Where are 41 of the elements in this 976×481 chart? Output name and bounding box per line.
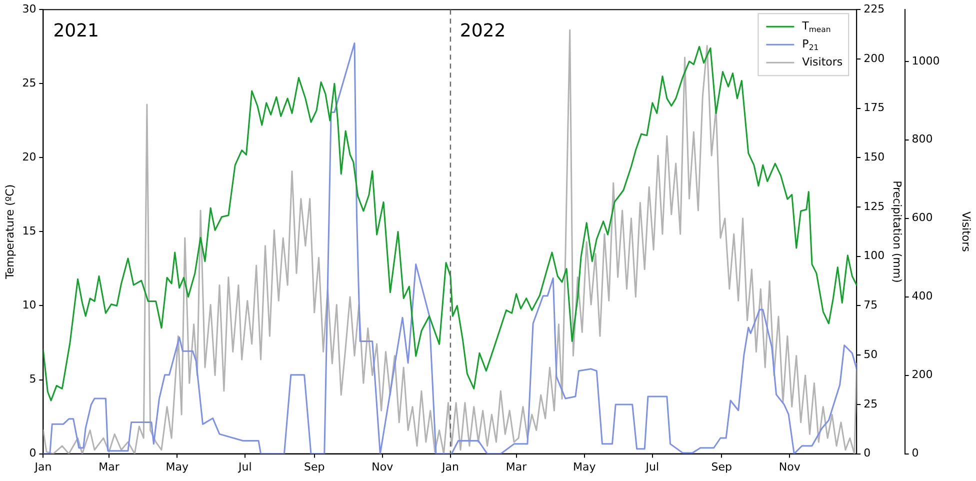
y2-axis-title: Precipitation (mm) [890, 180, 904, 283]
y-tick-label: 15 [22, 224, 36, 238]
x-tick-label: Jul [644, 460, 660, 474]
y3-axis-title: Visitors [960, 211, 973, 252]
y-tick-label: 20 [22, 150, 36, 164]
x-tick-label: Jan [440, 460, 459, 474]
y-tick-label: 25 [22, 76, 36, 90]
x-tick-label: Nov [778, 460, 801, 474]
x-tick-label: Jan [34, 460, 52, 474]
y2-tick-label: 100 [864, 249, 885, 262]
y2-tick-label: 50 [864, 348, 878, 361]
y2-tick-label: 75 [864, 298, 878, 312]
annotation: 2021 [53, 20, 100, 42]
y3-tick-label: 600 [912, 211, 933, 224]
annotation: 2022 [460, 20, 506, 42]
legend-label: Visitors [802, 55, 843, 68]
y2-tick-label: 200 [864, 52, 885, 65]
x-tick-label: Mar [98, 460, 120, 474]
y-tick-label: 10 [22, 298, 36, 312]
y2-tick-label: 0 [864, 446, 871, 460]
y2-tick-label: 225 [864, 2, 885, 16]
x-tick-label: Nov [372, 460, 394, 474]
y2-tick-label: 25 [864, 397, 878, 410]
x-tick-label: Mar [506, 460, 528, 474]
y-tick-label: 30 [22, 2, 36, 16]
y3-tick-label: 1000 [912, 54, 940, 68]
y3-tick-label: 0 [912, 446, 919, 460]
x-tick-label: Jul [238, 460, 252, 474]
y2-tick-label: 125 [864, 200, 885, 213]
y3-tick-label: 800 [912, 132, 933, 146]
y-tick-label: 0 [29, 446, 36, 460]
y3-tick-label: 200 [912, 368, 933, 382]
x-tick-label: May [166, 460, 189, 474]
x-tick-label: May [572, 460, 596, 474]
y2-tick-label: 150 [864, 150, 885, 164]
y-tick-label: 5 [29, 372, 36, 386]
y3-tick-label: 400 [912, 290, 933, 303]
y2-tick-label: 175 [864, 101, 885, 114]
x-tick-label: Sep [304, 460, 325, 474]
x-tick-label: Sep [711, 460, 732, 474]
y-axis-title: Temperature (ºC) [3, 184, 16, 280]
